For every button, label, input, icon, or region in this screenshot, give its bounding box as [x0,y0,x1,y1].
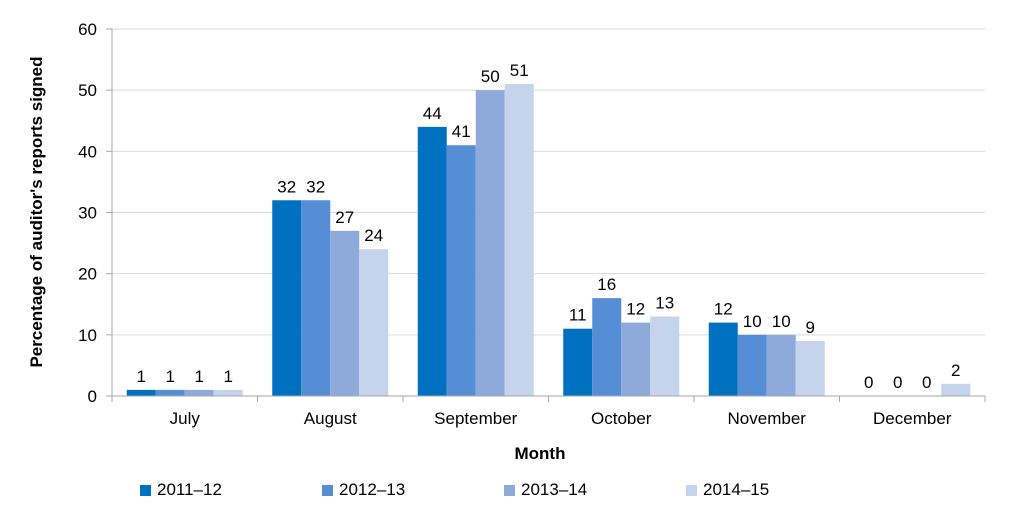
y-axis-title: Percentage of auditor's reports signed [27,56,46,367]
data-label: 24 [364,226,383,245]
bar [795,340,825,396]
x-tick-label: September [434,409,517,428]
bars [126,84,971,397]
x-tick-label: November [728,409,807,428]
x-tick-label: August [304,409,357,428]
bar [446,145,476,396]
bar [766,334,796,396]
bar [184,389,214,396]
data-label: 9 [806,318,815,337]
data-label: 10 [743,312,762,331]
gridlines [112,28,985,336]
bar [621,322,651,396]
bar [330,230,360,396]
data-label: 12 [626,300,645,319]
bar [126,389,156,396]
legend-label: 2012–13 [339,480,406,499]
bar [504,84,534,397]
data-label: 1 [137,367,146,386]
bar [708,322,738,396]
bar [417,126,447,396]
bar [592,298,622,396]
axes [106,28,986,402]
data-label: 10 [772,312,791,331]
y-tick-label: 30 [78,204,97,223]
data-label: 0 [893,373,902,392]
data-label: 50 [481,67,500,86]
y-tick-label: 50 [78,81,97,100]
data-label: 32 [306,177,325,196]
data-label: 13 [655,293,674,312]
x-tick-label: December [873,409,952,428]
data-label: 1 [195,367,204,386]
legend-item: 2011–12 [140,480,222,500]
bar [563,328,593,396]
x-tick-label: October [591,409,652,428]
legend-swatch [140,484,151,496]
y-tick-labels: 0 10 20 30 40 50 60 [78,20,97,406]
data-label: 44 [423,104,442,123]
bar [941,383,971,396]
data-label: 32 [277,177,296,196]
legend-item: 2012–13 [322,480,405,500]
bar [650,316,680,396]
bar [155,389,185,396]
data-label: 11 [569,306,587,325]
legend-label: 2011–12 [157,480,222,499]
legend-label: 2014–15 [703,480,770,499]
data-label: 1 [166,367,175,386]
bar [359,249,389,396]
y-tick-label: 60 [78,20,97,39]
data-label: 0 [864,373,873,392]
legend: 2011–12 2012–13 2013–14 2014–15 [140,480,840,504]
data-label: 1 [224,367,233,386]
bar [475,90,505,397]
bar [213,389,243,396]
legend-swatch [322,484,333,496]
data-label: 41 [452,122,471,141]
data-label: 0 [922,373,931,392]
legend-label: 2013–14 [521,480,588,499]
y-tick-label: 20 [78,265,97,284]
x-tick-label: July [170,409,201,428]
x-axis-title: Month [515,444,566,463]
data-label: 51 [510,61,529,80]
data-label: 16 [597,275,616,294]
bar [737,334,767,396]
y-tick-label: 10 [78,326,97,345]
legend-swatch [504,484,515,496]
data-label: 12 [714,300,733,319]
legend-swatch [686,484,697,496]
x-tick-labels: July August September October November Decemb… [170,409,952,428]
legend-item: 2014–15 [686,480,769,500]
legend-item: 2013–14 [504,480,587,500]
bar [301,200,331,396]
y-tick-label: 0 [88,387,97,406]
data-label: 27 [335,208,354,227]
y-tick-label: 40 [78,142,97,161]
data-label: 2 [951,361,960,380]
bar [272,200,302,396]
